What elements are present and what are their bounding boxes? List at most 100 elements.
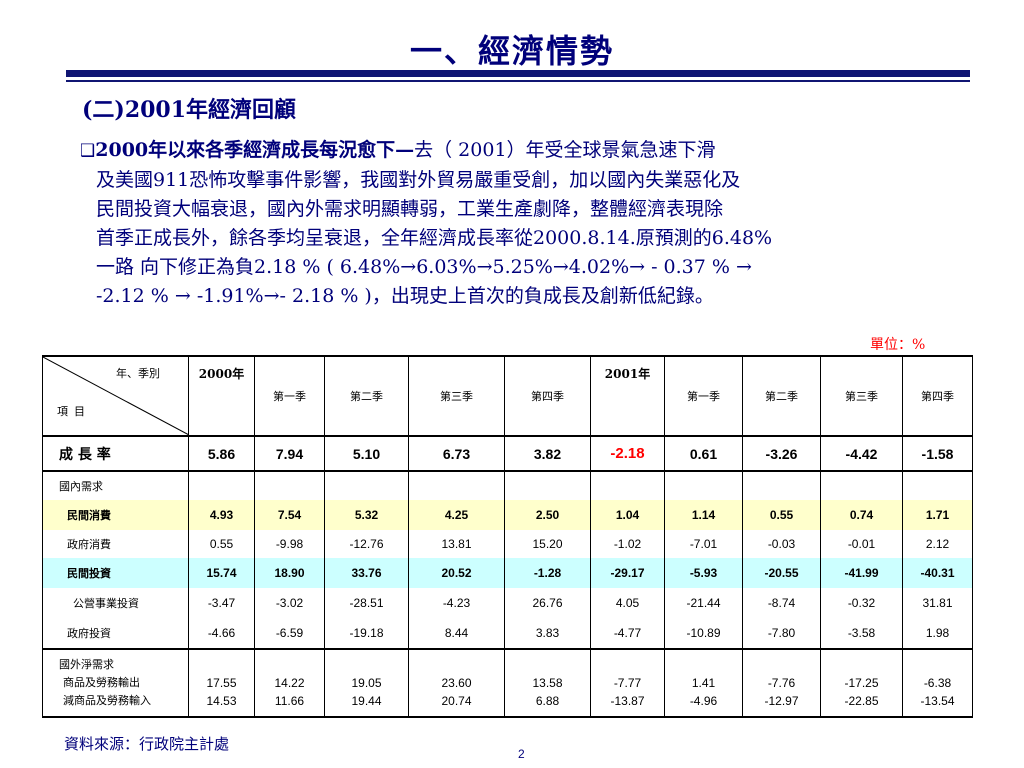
table-row-growth: 成 長 率 5.86 7.94 5.10 6.73 3.82 -2.18 0.61 -3.26-… [42,436,973,472]
table-cell: 13.81 [408,530,505,558]
table-cell-empty [188,471,255,500]
import-value: 11.66 [274,694,305,708]
column-header-year: 2001年 [590,355,665,437]
table-cell-pair: 19.05 19.44 [324,648,409,718]
import-value: 6.88 [535,694,560,708]
column-header-quarter: 第二季 [324,355,409,437]
table-cell-empty [324,471,409,500]
row-label: 民間投資 [42,558,189,588]
table-cell: -8.74 [742,588,821,618]
table-cell: 31.81 [902,588,973,618]
table-cell: 1.71 [902,500,973,530]
table-cell: 0.55 [742,500,821,530]
row-label: 國內需求 [42,471,189,500]
table-cell: 7.54 [254,500,325,530]
table-cell: 33.76 [324,558,409,588]
table-cell: -4.77 [590,618,665,649]
column-header-label: 2001年 [604,367,651,381]
table-cell-pair: 1.41 -4.96 [664,648,743,718]
checkbox-bullet-icon: ❑ [80,141,96,161]
table-cell: -3.02 [254,588,325,618]
table-cell: -0.03 [742,530,821,558]
foreign-labels: 國外淨需求 商品及勞務輸出 減商品及勞務輸入 [42,648,189,718]
data-source: 資料來源：行政院主計處 [64,735,230,753]
table-cell-pair: 13.58 6.88 [504,648,591,718]
para-line-4: 首季正成長外，餘各季均呈衰退，全年經濟成長率從2000.8.14.原預測的6.4… [96,227,773,249]
table-cell: -2.18 [590,436,665,472]
table-cell: 4.93 [188,500,255,530]
export-value: -7.77 [613,676,642,690]
table-cell: -6.59 [254,618,325,649]
para-line-5: 一路 向下修正為負2.18 % ( 6.48%→6.03%→5.25%→4.02… [96,256,752,278]
table-cell: -29.17 [590,558,665,588]
export-value: 23.60 [441,676,472,690]
table-cell: 7.94 [254,436,325,472]
import-value: 19.44 [351,694,382,708]
import-value: -13.87 [610,694,645,708]
table-cell-empty [820,471,903,500]
table-cell: 2.12 [902,530,973,558]
table-cell-pair: -7.76 -12.97 [742,648,821,718]
row-label: 政府消費 [42,530,189,558]
column-header-quarter: 第二季 [742,355,821,437]
table-cell: 5.32 [324,500,409,530]
table-cell: -28.51 [324,588,409,618]
corner-label-period: 年、季別 [116,367,160,380]
table-cell: -12.76 [324,530,409,558]
row-label: 國外淨需求 [59,658,114,671]
row-label: 民間消費 [42,500,189,530]
export-value: -7.76 [767,676,796,690]
section-subtitle: (二)2001年經濟回顧 [82,97,297,123]
table-cell: -40.31 [902,558,973,588]
table-cell-empty [590,471,665,500]
table-cell: -41.99 [820,558,903,588]
table-cell-pair: 14.22 11.66 [254,648,325,718]
table-cell: 20.52 [408,558,505,588]
table-cell-empty [408,471,505,500]
table-cell: -4.66 [188,618,255,649]
table-cell-empty [504,471,591,500]
export-value: 17.55 [206,676,237,690]
row-label: 政府投資 [42,618,189,649]
page-number: 2 [518,747,525,761]
table-cell: 1.14 [664,500,743,530]
table-cell: -1.02 [590,530,665,558]
table-cell: -19.18 [324,618,409,649]
table-cell: -5.93 [664,558,743,588]
table-row-foreign: 國外淨需求 商品及勞務輸出 減商品及勞務輸入 17.55 14.53 14.22 11.66… [42,648,973,718]
table-cell: 0.61 [664,436,743,472]
title-rule-thin [66,80,970,82]
export-value: 19.05 [351,676,382,690]
table-cell: 1.04 [590,500,665,530]
table-cell: 26.76 [504,588,591,618]
table-cell-empty [742,471,821,500]
table-row: 政府投資 -4.66 -6.59 -19.18 8.44 3.83 -4.77 -10.89-… [42,618,973,649]
table-cell: -21.44 [664,588,743,618]
column-header-quarter: 第四季 [504,355,591,437]
column-header-year: 2000年 [188,355,255,437]
table-cell: -4.23 [408,588,505,618]
row-label: 公營事業投資 [42,588,189,618]
row-label: 成 長 率 [42,436,189,472]
table-cell: 18.90 [254,558,325,588]
table-row: 民間投資 15.74 18.90 33.76 20.52 -1.28 -29.17 -5.93… [42,558,973,588]
para-line-6: -2.12 % → -1.91%→- 2.18 % )，出現史上首次的負成長及創… [96,285,714,307]
table-cell: -1.58 [902,436,973,472]
export-value: -6.38 [923,676,952,690]
title-rule-thick [66,70,970,77]
import-value: -4.96 [689,694,718,708]
table-cell: -3.47 [188,588,255,618]
table-cell-pair: 23.60 20.74 [408,648,505,718]
column-header-quarter: 第一季 [664,355,743,437]
table-row-domestic-header: 國內需求 [42,471,973,500]
import-value: -12.97 [764,694,799,708]
table-cell: 6.73 [408,436,505,472]
table-cell: 5.10 [324,436,409,472]
table-cell-empty [902,471,973,500]
table-cell: -7.80 [742,618,821,649]
table-cell: 5.86 [188,436,255,472]
table-cell: -0.01 [820,530,903,558]
table-cell: -7.01 [664,530,743,558]
export-value: 1.41 [691,676,716,690]
column-header-quarter: 第三季 [408,355,505,437]
